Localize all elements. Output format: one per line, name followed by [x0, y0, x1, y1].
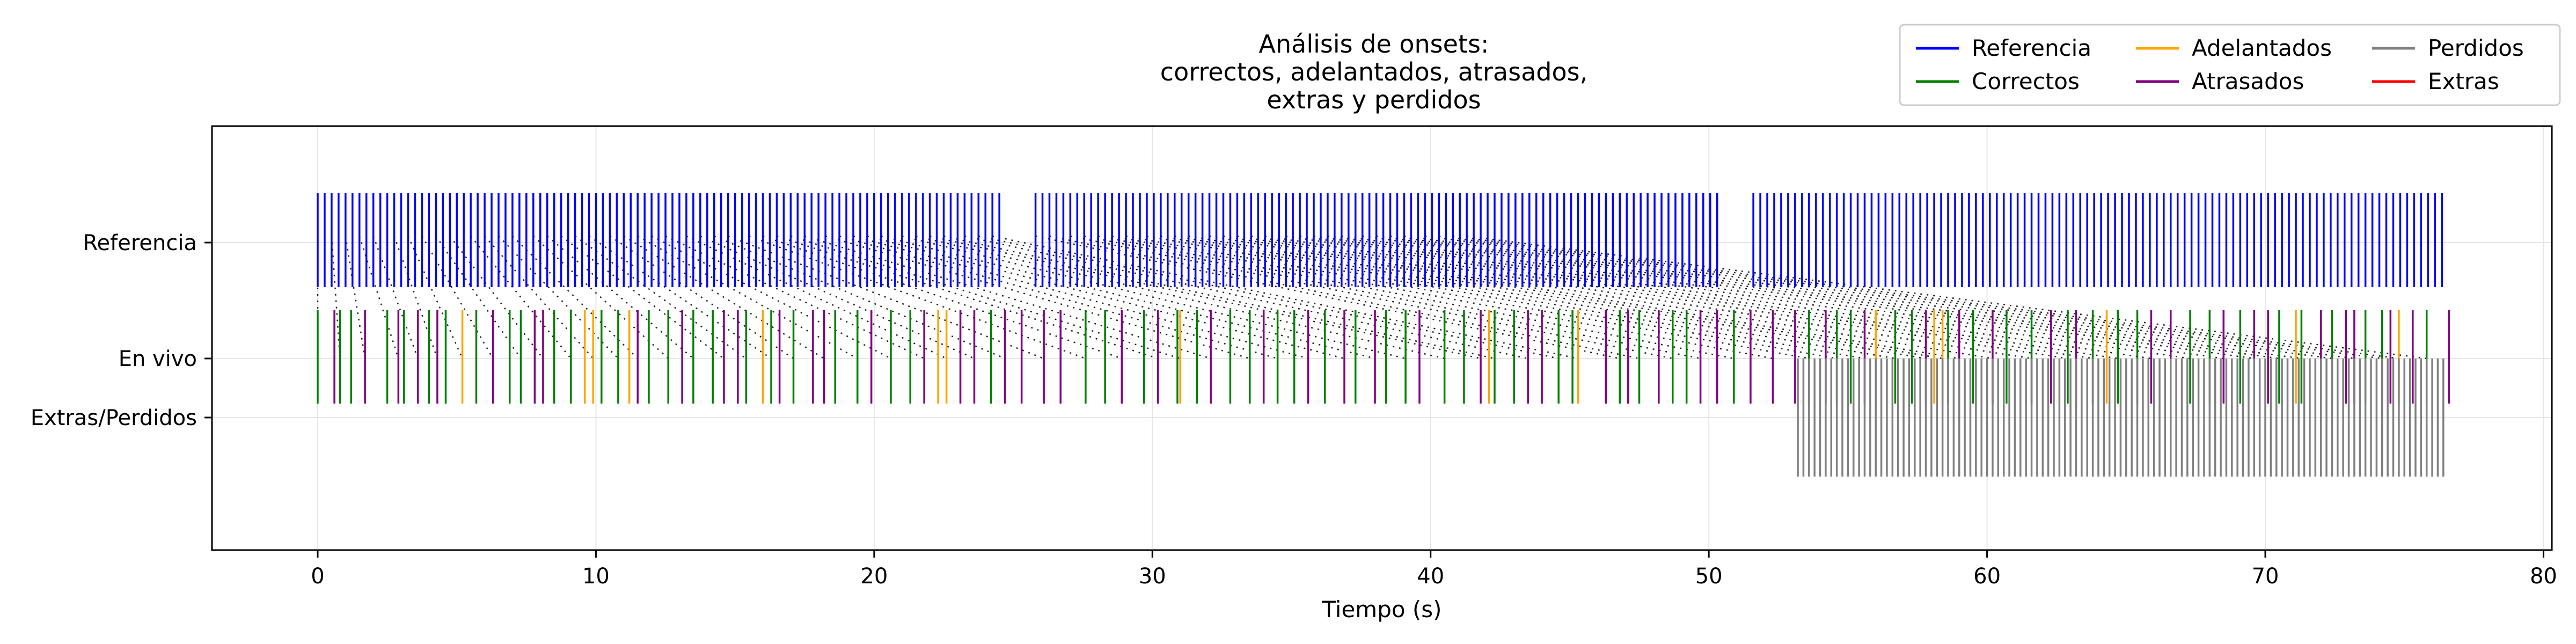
title-line-1: Análisis de onsets: [1259, 30, 1489, 58]
match-connector [470, 236, 572, 359]
match-connector [588, 235, 772, 360]
match-connector [623, 235, 825, 360]
match-connector [825, 235, 1250, 360]
match-connector [804, 235, 1211, 360]
match-connector [902, 235, 1406, 360]
series-atrasados [333, 310, 2450, 404]
match-connector [1209, 235, 1943, 360]
match-connector [484, 236, 594, 359]
legend-entry: Correctos [1972, 68, 2080, 94]
axis-ticks: 0 10 20 30 40 50 60 70 80 Referencia En vivo Extras… [31, 231, 2557, 589]
match-connector [881, 235, 1375, 360]
x-tick-label: 10 [582, 564, 610, 589]
plot-frame [211, 125, 2553, 551]
match-connector [372, 236, 419, 359]
match-connector [728, 235, 1044, 360]
match-connector [546, 236, 694, 359]
match-connector [345, 236, 366, 359]
match-connector [1404, 235, 2332, 360]
match-connector [1251, 235, 2032, 360]
match-connector [1035, 235, 1620, 360]
x-tick-label: 60 [1973, 564, 2001, 589]
match-connector [943, 235, 1495, 360]
match-connector [1160, 235, 1865, 360]
match-connector [686, 235, 947, 360]
chart-title: Análisis de onsets: correctos, adelantad… [1160, 30, 1587, 114]
title-line-3: extras y perdidos [1267, 85, 1481, 114]
y-tick-label: En vivo [119, 347, 197, 371]
x-tick-label: 20 [860, 564, 888, 589]
match-connector [393, 236, 438, 359]
x-tick-label: 30 [1139, 564, 1166, 589]
match-connector [777, 235, 1159, 360]
match-connector [867, 235, 1345, 360]
match-connector [839, 235, 1278, 360]
match-connector [609, 235, 794, 360]
legend-entry: Atrasados [2192, 68, 2304, 94]
match-connector [1299, 235, 2118, 360]
series-perdidos [1797, 358, 2445, 477]
match-connector [978, 235, 1559, 360]
legend-box [1899, 24, 2561, 106]
series-referencia [317, 193, 2443, 287]
x-tick-label: 40 [1417, 564, 1444, 589]
match-connector [574, 235, 747, 360]
match-connector [1285, 235, 2093, 360]
x-tick-label: 70 [2252, 564, 2279, 589]
match-connector [1453, 235, 2399, 360]
legend-entry: Perdidos [2428, 35, 2524, 61]
match-connector [1146, 235, 1837, 360]
match-connector [1439, 235, 2382, 360]
series-correctos [317, 310, 2428, 404]
title-line-2: correctos, adelantados, atrasados, [1160, 57, 1587, 86]
series-adelantados [461, 310, 2400, 404]
legend-entry: Referencia [1972, 35, 2091, 61]
y-tick-label: Referencia [83, 231, 197, 255]
x-tick-label: 50 [1695, 564, 1723, 589]
grid [212, 126, 2552, 550]
legend-entry: Extras [2428, 68, 2499, 94]
match-connector [1188, 235, 1926, 360]
event-marks [317, 193, 2450, 477]
x-axis-label: Tiempo (s) [1321, 596, 1441, 623]
match-connector [331, 236, 341, 359]
x-tick-label: 0 [311, 564, 324, 589]
match-connectors [317, 235, 2427, 360]
x-tick-label: 80 [2530, 564, 2557, 589]
match-connector [1237, 235, 1993, 360]
match-connector [1111, 235, 1773, 360]
match-connector [665, 235, 925, 360]
match-connector [532, 236, 669, 359]
y-tick-label: Extras/Perdidos [31, 406, 197, 430]
match-connector [763, 235, 1122, 360]
match-connector [930, 235, 1481, 360]
legend: Referencia Correctos Adelantados Atrasados P… [1899, 24, 2561, 106]
match-connector [1327, 235, 2191, 360]
match-connector [498, 236, 619, 359]
legend-entry: Adelantados [2192, 35, 2332, 61]
